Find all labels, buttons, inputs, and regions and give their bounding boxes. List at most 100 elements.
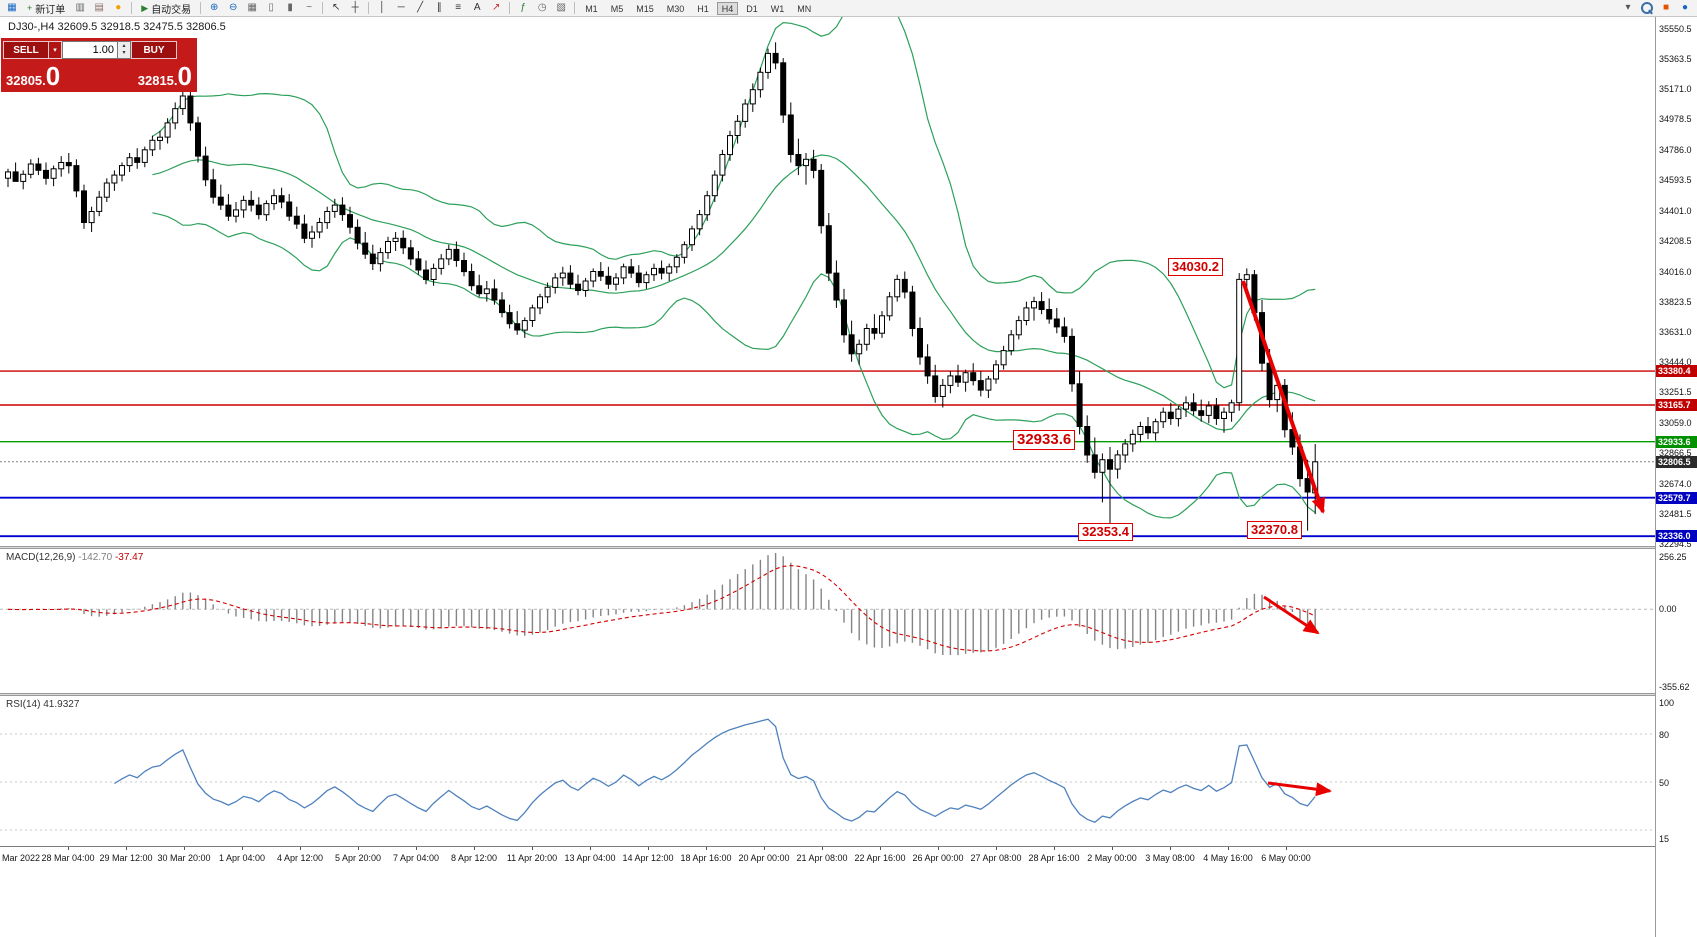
time-axis[interactable]: Mar 2022 28 Mar 04:00 29 Mar 12:00 30 Mar 2… xyxy=(0,846,1655,866)
swing-low-label-1[interactable]: 32353.4 xyxy=(1078,523,1133,541)
price-tick-label: 33823.5 xyxy=(1659,297,1692,307)
timeframe-m15[interactable]: M15 xyxy=(636,3,654,14)
timeframe-m5[interactable]: M5 xyxy=(610,3,624,14)
rsi-panel[interactable]: RSI(14) 41.9327 xyxy=(0,696,1655,846)
horizontal-line-icon[interactable]: ─ xyxy=(397,2,405,13)
buy-button[interactable]: BUY xyxy=(131,41,177,59)
macd-name: MACD(12,26,9) xyxy=(6,552,76,563)
bollinger-lower-band xyxy=(152,212,1316,519)
rsi-label: RSI(14) 41.9327 xyxy=(6,699,79,710)
time-tick-label: 14 Apr 12:00 xyxy=(622,853,674,863)
periods-icon[interactable]: ◷ xyxy=(537,2,547,13)
macd-panel[interactable]: MACD(12,26,9) -142.70 -37.47 xyxy=(0,549,1655,693)
sell-button[interactable]: SELL xyxy=(3,41,49,59)
price-chart-canvas[interactable] xyxy=(0,17,1655,546)
rsi-axis-label: 100 xyxy=(1659,698,1675,708)
time-tick-label: 11 Apr 20:00 xyxy=(506,853,558,863)
time-tick xyxy=(648,847,649,850)
volume-spinner[interactable]: ▴ ▾ xyxy=(118,41,131,59)
macd-value-main: -142.70 xyxy=(78,552,113,563)
toolbar-separator xyxy=(574,2,576,14)
price-tick-label: 34208.5 xyxy=(1659,236,1692,246)
time-tick xyxy=(1286,847,1287,850)
arrow-object-icon[interactable]: ↗ xyxy=(491,2,501,13)
sell-options-caret-icon[interactable]: ▾ xyxy=(49,41,62,59)
timeframe-w1[interactable]: W1 xyxy=(770,3,785,14)
rsi-line xyxy=(114,718,1316,823)
candlestick-series xyxy=(5,42,1319,534)
crosshair-icon[interactable]: ┼ xyxy=(351,2,359,13)
charts-list-icon[interactable]: ▥ xyxy=(75,2,85,13)
price-tick-label: 34786.0 xyxy=(1659,145,1692,155)
time-tick xyxy=(822,847,823,850)
price-tick-label: 32294.5 xyxy=(1659,539,1692,549)
dropdown-icon[interactable]: ▾ xyxy=(1625,2,1631,13)
templates-icon[interactable]: ▧ xyxy=(556,2,566,13)
price-axis[interactable]: 35550.5 35363.5 35171.0 34978.5 34786.0 34593… xyxy=(1655,17,1697,937)
time-tick-label: 8 Apr 12:00 xyxy=(450,853,498,863)
time-tick xyxy=(938,847,939,850)
time-tick xyxy=(474,847,475,850)
profiles-icon[interactable]: ▤ xyxy=(94,2,104,13)
search-icon[interactable] xyxy=(1638,1,1656,15)
timeframe-m30[interactable]: M30 xyxy=(666,3,685,14)
zoom-out-icon[interactable]: ⊖ xyxy=(228,2,238,13)
swing-low-label-2[interactable]: 32370.8 xyxy=(1247,521,1302,539)
main-price-chart[interactable]: DJ30-,H4 32609.5 32918.5 32475.5 32806.5… xyxy=(0,17,1655,546)
time-tick xyxy=(1112,847,1113,850)
timeframe-d1[interactable]: D1 xyxy=(746,3,758,14)
notifications-icon[interactable]: ■ xyxy=(1662,2,1670,13)
time-tick xyxy=(764,847,765,850)
line-chart-icon[interactable]: ~ xyxy=(306,2,313,13)
time-tick-label: 27 Apr 08:00 xyxy=(970,853,1022,863)
trendline-icon[interactable]: ╱ xyxy=(417,2,424,13)
price-tick-label: 32866.5 xyxy=(1659,448,1692,458)
vertical-line-icon[interactable]: │ xyxy=(379,2,386,13)
price-tick-label: 32481.5 xyxy=(1659,509,1692,519)
auto-trading-button[interactable]: ▶ 自动交易 xyxy=(136,1,196,16)
tile-windows-icon[interactable]: ▦ xyxy=(247,2,257,13)
time-tick xyxy=(242,847,243,850)
time-tick-label: 4 Apr 12:00 xyxy=(276,853,324,863)
panel-separator[interactable] xyxy=(0,693,1697,696)
text-label-icon[interactable]: A xyxy=(473,2,481,13)
pivot-price-label[interactable]: 32933.6 xyxy=(1013,430,1076,450)
zoom-in-icon[interactable]: ⊕ xyxy=(209,2,219,13)
time-tick xyxy=(532,847,533,850)
macd-axis-label: -355.62 xyxy=(1659,682,1690,692)
indicators-icon[interactable]: ƒ xyxy=(520,2,526,13)
swing-high-label[interactable]: 34030.2 xyxy=(1168,258,1223,276)
candlestick-chart-icon[interactable]: ▮ xyxy=(287,2,293,13)
time-tick-label: 2 May 00:00 xyxy=(1087,853,1137,863)
timeframe-m1[interactable]: M1 xyxy=(585,3,598,14)
rsi-value: 41.9327 xyxy=(43,699,80,710)
panel-separator[interactable] xyxy=(0,546,1697,549)
sell-price: 32805.0 xyxy=(6,61,61,91)
fibonacci-icon[interactable]: ≡ xyxy=(455,2,462,13)
time-tick-label: Mar 2022 xyxy=(2,853,41,863)
timeframe-h1[interactable]: H1 xyxy=(697,3,709,14)
macd-label: MACD(12,26,9) -142.70 -37.47 xyxy=(6,552,143,563)
time-tick xyxy=(1170,847,1171,850)
time-tick-label: 30 Mar 20:00 xyxy=(157,853,211,863)
horizontal-price-lines[interactable] xyxy=(0,370,1655,538)
macd-axis-label: 0.00 xyxy=(1659,604,1677,614)
toolbar-separator xyxy=(200,2,202,14)
volume-input[interactable] xyxy=(62,41,118,59)
time-tick-label: 1 Apr 04:00 xyxy=(218,853,266,863)
channel-icon[interactable]: ∥ xyxy=(436,2,442,13)
account-icon[interactable]: ● xyxy=(1681,2,1689,13)
cursor-icon[interactable]: ↖ xyxy=(331,2,341,13)
timeframe-mn[interactable]: MN xyxy=(797,3,812,14)
bar-chart-icon[interactable]: ▯ xyxy=(268,2,274,13)
time-tick-label: 18 Apr 16:00 xyxy=(680,853,732,863)
new-order-button[interactable]: + 新订单 xyxy=(22,1,70,16)
price-tick-label: 34593.5 xyxy=(1659,175,1692,185)
time-tick xyxy=(880,847,881,850)
timeframe-h4[interactable]: H4 xyxy=(716,1,739,15)
time-tick xyxy=(416,847,417,850)
price-tick-label: 33631.0 xyxy=(1659,327,1692,337)
time-tick-label: 5 Apr 20:00 xyxy=(334,853,382,863)
chart-window-icon[interactable]: ▦ xyxy=(7,2,17,13)
alerts-icon[interactable]: ● xyxy=(115,2,122,13)
